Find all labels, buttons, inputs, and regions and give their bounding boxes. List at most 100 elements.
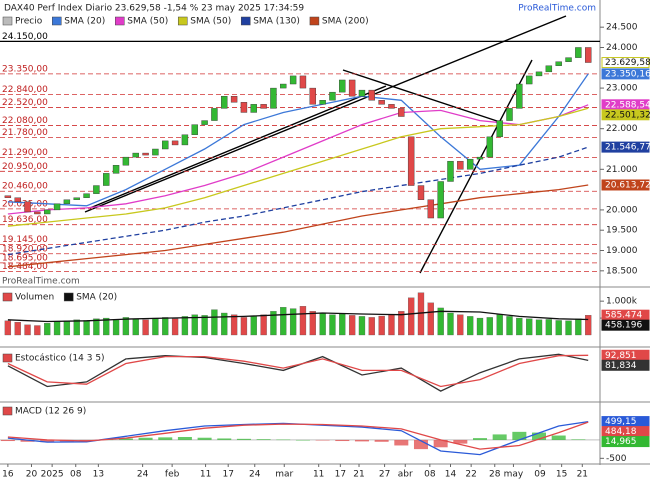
histogram-bar: [79, 439, 94, 441]
candle: [506, 108, 513, 121]
series-line: [7, 184, 589, 268]
y-tick-label: 23.000: [606, 84, 638, 94]
legend-label: MACD (12 26 9): [15, 407, 86, 417]
histogram-bar: [256, 439, 271, 440]
candle: [211, 108, 218, 121]
volume-bar: [398, 311, 405, 336]
legend-label: SMA (50): [190, 17, 231, 27]
candle: [181, 134, 189, 146]
volume-bar: [211, 309, 218, 336]
x-tick-label: 11: [313, 470, 324, 480]
value-label-box: [601, 436, 650, 448]
histogram-bar: [394, 439, 409, 446]
level-label: 20.460,00: [2, 182, 48, 192]
volume-bar: [496, 314, 503, 336]
volume-bar: [260, 314, 267, 336]
candle: [329, 91, 336, 101]
volume-bar: [329, 314, 336, 336]
histogram-bar: [492, 434, 507, 440]
histogram-bar: [197, 437, 212, 440]
level-label: 19.636,00: [2, 215, 48, 225]
candle: [250, 104, 257, 113]
x-tick-label: 09: [534, 470, 546, 480]
candle: [152, 148, 159, 156]
candle: [14, 197, 21, 202]
x-tick-label: 08: [70, 470, 82, 480]
level-label: 21.780,00: [2, 128, 48, 138]
value-label-box: [601, 141, 650, 153]
histogram-bar: [551, 435, 566, 440]
value-label: 81,834: [605, 361, 637, 371]
volume-bar: [319, 312, 326, 336]
volume-bar: [14, 321, 21, 336]
y-tick-label: 19.000: [606, 246, 638, 256]
volume-bar: [162, 317, 169, 336]
candle: [299, 75, 307, 89]
candle: [319, 100, 326, 105]
y-tick-label: 22.000: [606, 124, 638, 134]
candle: [201, 120, 208, 125]
histogram-bar: [0, 439, 15, 442]
volume-bar: [555, 320, 562, 336]
volume-bar: [516, 317, 523, 336]
volume-bar: [93, 318, 100, 336]
volume-bar: [506, 316, 513, 336]
x-tick-label: 17: [222, 470, 233, 480]
candle: [398, 108, 405, 117]
candle: [388, 104, 395, 109]
histogram-bar: [158, 437, 173, 440]
candle: [584, 47, 592, 63]
value-label-box: [601, 359, 650, 371]
candle: [339, 79, 346, 93]
volume-bar: [112, 319, 120, 336]
candle: [407, 136, 415, 186]
trendline: [84, 15, 567, 213]
series-line: [7, 146, 589, 256]
legend-label: SMA (20): [64, 17, 105, 27]
histogram-bar: [512, 431, 527, 440]
volume-bar: [122, 317, 130, 336]
histogram-bar: [217, 438, 232, 440]
candle: [378, 100, 385, 105]
histogram-bar: [374, 439, 389, 442]
y-tick-label: 20.000: [606, 205, 638, 215]
candle: [496, 120, 503, 138]
volume-bar: [103, 317, 110, 336]
series-line: [7, 354, 589, 388]
legend-label: SMA (130): [253, 17, 300, 27]
histogram-bar: [354, 439, 369, 442]
legend-swatch: [2, 406, 13, 416]
volume-bar: [378, 315, 385, 336]
level-label: 22.520,00: [2, 98, 48, 108]
histogram-bar: [20, 439, 35, 442]
candle: [486, 136, 494, 158]
value-label: 92,851: [605, 351, 637, 361]
volume-bar: [142, 319, 149, 336]
volume-bar: [299, 306, 307, 336]
level-label: 19.145,00: [2, 235, 48, 245]
x-tick-label: 2025: [41, 470, 64, 480]
x-tick-label: 08: [424, 470, 436, 480]
volume-bar: [486, 317, 493, 336]
candle: [34, 211, 41, 215]
histogram-bar: [571, 439, 586, 440]
legend-swatch: [240, 16, 251, 26]
candle: [171, 140, 179, 146]
volume-bar: [63, 320, 71, 336]
histogram-bar: [236, 438, 251, 440]
legend-label: Volumen: [15, 293, 54, 303]
value-label: 499,15: [605, 417, 637, 427]
volume-bar: [309, 311, 316, 336]
value-label: 458.196: [605, 321, 642, 331]
volume-bar: [44, 323, 51, 336]
candle: [437, 181, 444, 219]
volume-bar: [270, 311, 277, 336]
volume-bar: [535, 319, 543, 336]
histogram-bar: [335, 439, 350, 442]
candle: [103, 173, 110, 186]
x-tick-label: feb: [165, 470, 180, 480]
y-tick-label: 21.000: [606, 165, 638, 175]
candle: [565, 57, 572, 62]
